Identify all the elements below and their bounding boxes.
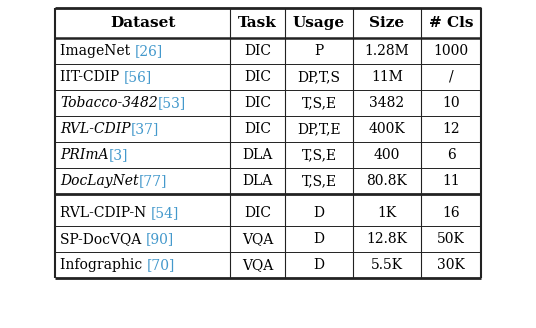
Text: T,S,E: T,S,E bbox=[301, 174, 337, 188]
Text: P: P bbox=[315, 44, 324, 58]
Text: DIC: DIC bbox=[244, 70, 271, 84]
Text: DIC: DIC bbox=[244, 122, 271, 136]
Text: Task: Task bbox=[238, 16, 277, 30]
Text: [77]: [77] bbox=[139, 174, 167, 188]
Text: 5.5K: 5.5K bbox=[371, 258, 403, 272]
Text: Usage: Usage bbox=[293, 16, 345, 30]
Text: 50K: 50K bbox=[437, 232, 465, 246]
Text: T,S,E: T,S,E bbox=[301, 148, 337, 162]
Text: 80.8K: 80.8K bbox=[367, 174, 407, 188]
Text: 400: 400 bbox=[374, 148, 400, 162]
Text: D: D bbox=[314, 206, 324, 220]
Text: 6: 6 bbox=[446, 148, 456, 162]
Text: Dataset: Dataset bbox=[110, 16, 175, 30]
Text: [70]: [70] bbox=[147, 258, 175, 272]
Text: T,S,E: T,S,E bbox=[301, 96, 337, 110]
Text: DLA: DLA bbox=[242, 174, 273, 188]
Text: [90]: [90] bbox=[146, 232, 174, 246]
Text: ImageNet: ImageNet bbox=[60, 44, 135, 58]
Text: [53]: [53] bbox=[158, 96, 186, 110]
Text: /: / bbox=[449, 70, 453, 84]
Text: [56]: [56] bbox=[124, 70, 152, 84]
Text: DLA: DLA bbox=[242, 148, 273, 162]
Text: VQA: VQA bbox=[242, 258, 273, 272]
Text: DP,T,S: DP,T,S bbox=[297, 70, 340, 84]
Text: D: D bbox=[314, 258, 324, 272]
Text: 10: 10 bbox=[442, 96, 460, 110]
Text: DP,T,E: DP,T,E bbox=[297, 122, 341, 136]
Text: DIC: DIC bbox=[244, 96, 271, 110]
Text: 11: 11 bbox=[442, 174, 460, 188]
Text: Size: Size bbox=[369, 16, 405, 30]
Text: 1000: 1000 bbox=[434, 44, 468, 58]
Text: DIC: DIC bbox=[244, 44, 271, 58]
Text: [26]: [26] bbox=[135, 44, 163, 58]
Text: 3482: 3482 bbox=[369, 96, 405, 110]
Text: 400K: 400K bbox=[369, 122, 405, 136]
Text: # Cls: # Cls bbox=[429, 16, 473, 30]
Text: 16: 16 bbox=[442, 206, 460, 220]
Text: [54]: [54] bbox=[151, 206, 179, 220]
Text: DocLayNet: DocLayNet bbox=[60, 174, 139, 188]
Text: Infographic: Infographic bbox=[60, 258, 147, 272]
Text: DIC: DIC bbox=[244, 206, 271, 220]
Text: [37]: [37] bbox=[131, 122, 159, 136]
Text: IIT-CDIP: IIT-CDIP bbox=[60, 70, 124, 84]
Text: RVL-CDIP: RVL-CDIP bbox=[60, 122, 131, 136]
Text: 1K: 1K bbox=[377, 206, 397, 220]
Text: D: D bbox=[314, 232, 324, 246]
Text: [3]: [3] bbox=[108, 148, 128, 162]
Text: PRImA: PRImA bbox=[60, 148, 108, 162]
Text: 12.8K: 12.8K bbox=[367, 232, 407, 246]
Text: 30K: 30K bbox=[437, 258, 465, 272]
Text: 12: 12 bbox=[442, 122, 460, 136]
Text: Tobacco-3482: Tobacco-3482 bbox=[60, 96, 158, 110]
Text: SP-DocVQA: SP-DocVQA bbox=[60, 232, 146, 246]
Text: RVL-CDIP-N: RVL-CDIP-N bbox=[60, 206, 151, 220]
Text: 11M: 11M bbox=[371, 70, 403, 84]
Text: VQA: VQA bbox=[242, 232, 273, 246]
Text: 1.28M: 1.28M bbox=[364, 44, 410, 58]
